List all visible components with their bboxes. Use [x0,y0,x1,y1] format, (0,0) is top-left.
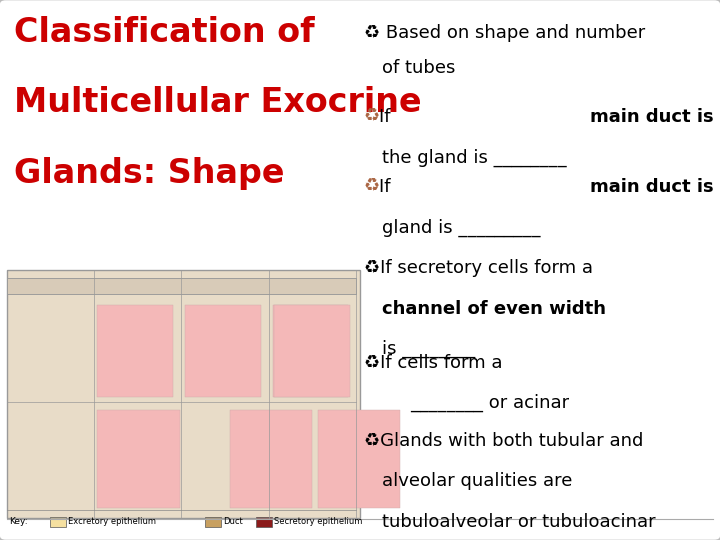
Text: ♻ Based on shape and number: ♻ Based on shape and number [364,24,645,42]
Text: Key:: Key: [9,517,27,525]
Text: If: If [379,108,397,126]
Text: Excretory epithelium: Excretory epithelium [68,517,156,525]
Text: ♻If cells form a: ♻If cells form a [364,354,508,372]
Text: of tubes: of tubes [382,59,455,77]
Text: alveolar qualities are: alveolar qualities are [382,472,572,490]
Text: is ________: is ________ [382,340,475,359]
Bar [318,410,400,508]
Text: main duct is unbranched: main duct is unbranched [590,108,720,126]
Text: gland is _________: gland is _________ [382,219,540,237]
Text: ♻If secretory cells form a: ♻If secretory cells form a [364,259,598,277]
Text: ♻: ♻ [364,178,379,196]
Bar [256,517,272,526]
Text: Secretory epithelium: Secretory epithelium [274,517,363,525]
Bar [50,517,66,526]
Bar [7,278,356,294]
Bar [185,305,261,397]
Text: Duct: Duct [223,517,243,525]
FancyBboxPatch shape [7,270,360,518]
Bar [230,410,312,508]
Bar [97,410,180,508]
Bar [97,305,173,397]
Text: tubuloalveolar or tubuloacinar: tubuloalveolar or tubuloacinar [382,513,655,531]
Text: channel of even width: channel of even width [382,300,606,318]
Text: Multicellular Exocrine: Multicellular Exocrine [14,86,422,119]
Text: ♻Glands with both tubular and: ♻Glands with both tubular and [364,432,643,450]
Bar [273,305,348,397]
Text: ♻: ♻ [364,108,379,126]
Text: the gland is ________: the gland is ________ [382,148,566,167]
Bar [205,517,221,526]
Text: If: If [379,178,397,196]
Text: Glands: Shape: Glands: Shape [14,157,285,190]
Text: Classification of: Classification of [14,16,315,49]
Text: ________ or acinar: ________ or acinar [410,394,570,413]
Bar [274,305,350,397]
Text: main duct is branched: main duct is branched [590,178,720,196]
